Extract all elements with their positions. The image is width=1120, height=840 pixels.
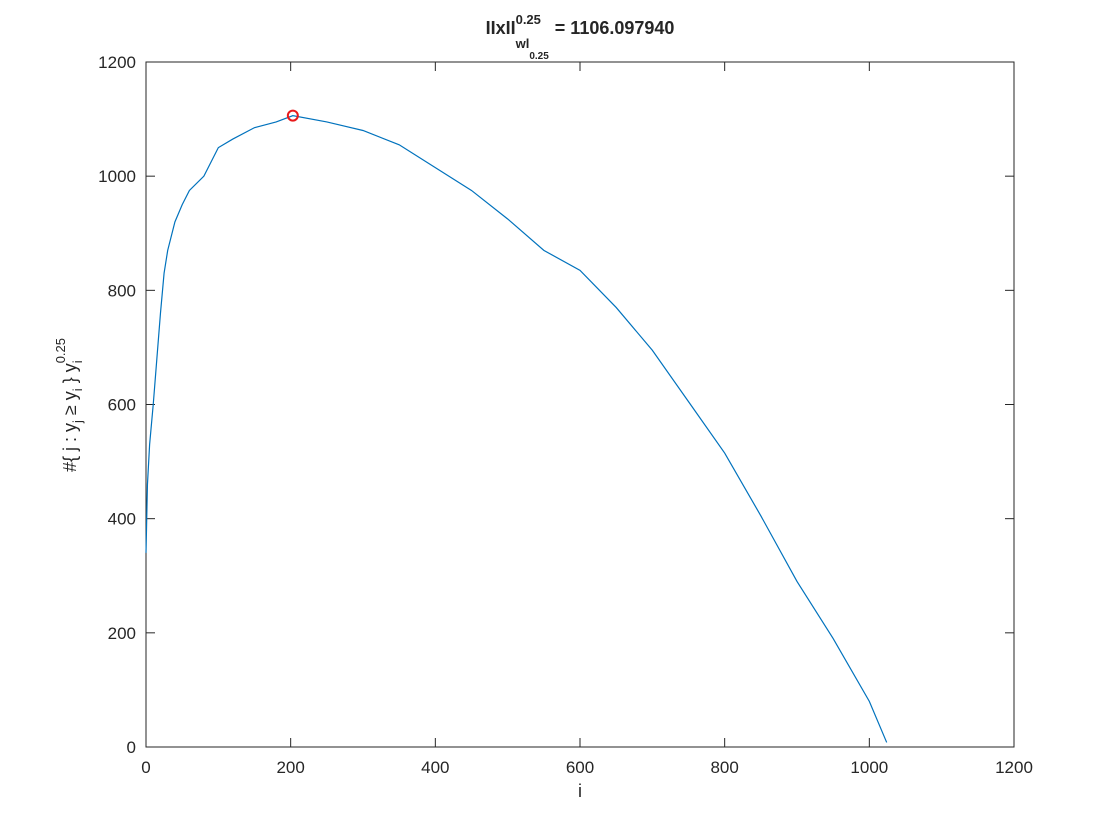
title-part: 0.25: [516, 12, 541, 27]
x-tick-label: 1000: [850, 758, 888, 777]
x-tick-label: 200: [276, 758, 304, 777]
x-axis-label: i: [578, 781, 582, 801]
y-label-part: i: [70, 388, 85, 391]
y-tick-label: 600: [108, 396, 136, 415]
x-tick-label: 0: [141, 758, 150, 777]
y-label-part: 0.25: [53, 338, 68, 363]
y-tick-label: 1000: [98, 167, 136, 186]
y-tick-label: 0: [127, 738, 136, 757]
y-label-part: } y: [60, 363, 80, 388]
y-label-part: i: [70, 360, 85, 363]
y-tick-label: 400: [108, 510, 136, 529]
max-marker: [286, 109, 299, 122]
y-tick-label: 200: [108, 624, 136, 643]
y-label-part: #{ j : y: [60, 423, 80, 472]
x-tick-label: 800: [710, 758, 738, 777]
y-label-part: j: [70, 420, 85, 424]
title-part: 0.25: [529, 51, 549, 62]
y-tick-label: 800: [108, 281, 136, 300]
title-part: = 1106.097940: [555, 18, 675, 38]
y-axis-label: #{ j : yj ≥ yi } yi0.25: [53, 338, 85, 472]
x-tick-label: 1200: [995, 758, 1033, 777]
data-line: [145, 115, 888, 743]
title-part: wl: [515, 36, 530, 51]
x-tick-label: 400: [421, 758, 449, 777]
plot-area: [145, 61, 1015, 748]
title-part: IIxII: [486, 18, 516, 38]
y-tick-label: 1200: [98, 53, 136, 72]
x-tick-label: 600: [566, 758, 594, 777]
y-label-part: ≥ y: [60, 391, 80, 420]
